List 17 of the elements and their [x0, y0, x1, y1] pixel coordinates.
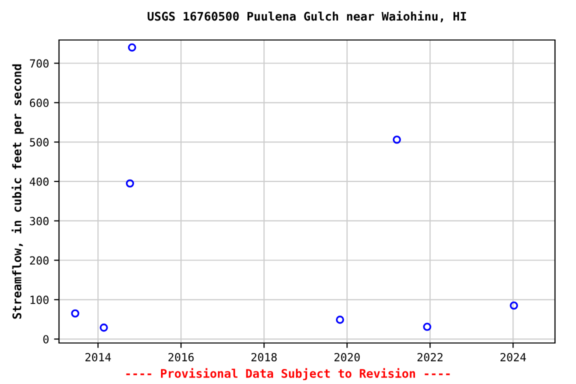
y-tick-label: 100 — [30, 296, 49, 304]
x-tick-label: 2024 — [500, 352, 526, 362]
y-tick-label: 0 — [43, 335, 49, 344]
y-axis-title: Streamflow, in cubic feet per second — [12, 64, 24, 319]
x-tick-label: 2018 — [251, 352, 277, 362]
y-tick-label: 300 — [30, 216, 49, 226]
x-tick-label: 2014 — [85, 352, 111, 362]
y-tick-label: 200 — [30, 256, 49, 265]
x-tick-label: 2022 — [418, 352, 442, 362]
y-tick-label: 500 — [30, 138, 49, 146]
text: ---- Provisional Data Subject to Revision ---- — [126, 368, 450, 380]
y-tick-label: 700 — [30, 59, 49, 68]
y-tick-label: 400 — [30, 177, 49, 186]
x-tick-label: 2016 — [168, 352, 194, 362]
chart-title: USGS 16760500 Puulena Gulch near Waiohinu, HI — [148, 10, 466, 22]
x-tick-label: 2020 — [334, 352, 360, 362]
y-tick-label: 600 — [30, 98, 49, 108]
